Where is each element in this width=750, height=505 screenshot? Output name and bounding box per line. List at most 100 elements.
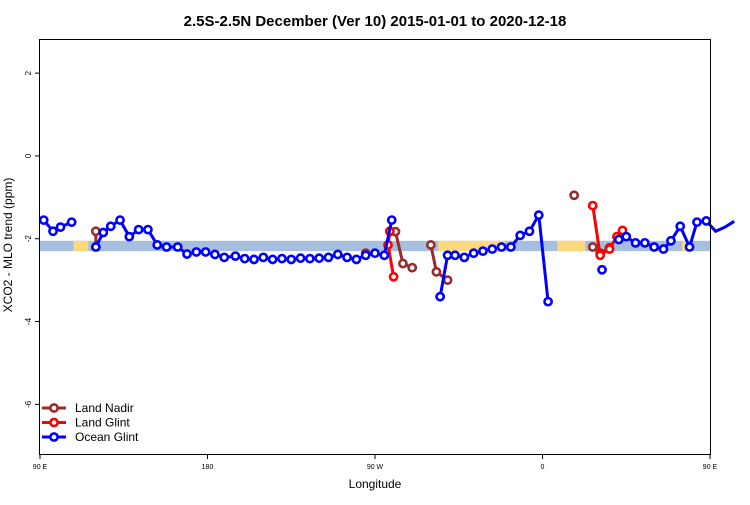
ocean-glint-point xyxy=(182,249,192,259)
ocean-glint-point xyxy=(658,244,669,254)
ocean-glint-point xyxy=(386,215,397,225)
ocean-glint-point xyxy=(239,253,250,264)
ocean-glint-point xyxy=(379,250,390,261)
legend-label-land-nadir: Land Nadir xyxy=(75,401,134,415)
ocean-glint-point xyxy=(597,264,607,275)
ocean-glint-point xyxy=(701,216,712,226)
ocean-glint-point xyxy=(304,253,315,264)
ocean-glint-point xyxy=(90,242,101,252)
ocean-glint-point xyxy=(478,246,488,257)
ocean-glint-point xyxy=(210,249,220,260)
ocean-glint-point xyxy=(98,227,109,238)
ocean-glint-point xyxy=(124,231,135,242)
ocean-glint-point xyxy=(277,253,287,264)
land-glint-point xyxy=(604,244,615,254)
ocean-glint-point xyxy=(487,244,498,254)
y-axis-label: XCO2 - MLO trend (ppm) xyxy=(1,178,15,313)
ocean-glint-point xyxy=(161,242,172,252)
land-band-segment xyxy=(73,240,89,252)
ocean-glint-point xyxy=(468,248,479,259)
legend-marker-land-nadir xyxy=(49,403,59,413)
x-tick-label: 90 W xyxy=(367,464,384,471)
ocean-glint-point xyxy=(533,210,544,221)
land-nadir-point xyxy=(587,242,598,252)
land-glint-point xyxy=(595,250,606,261)
axes: 90 E 180 90 W 0 90 E -6 -4 -2 0 2 xyxy=(24,70,718,471)
ocean-glint-point xyxy=(442,250,453,261)
series-layer xyxy=(38,190,735,307)
y-tick-label: -2 xyxy=(24,235,33,243)
ocean-glint-point xyxy=(459,252,470,263)
ocean-glint-point xyxy=(543,296,553,307)
x-tick-label: 0 xyxy=(541,464,545,471)
ocean-glint-point xyxy=(332,249,343,260)
land-nadir-point xyxy=(90,226,101,237)
legend-label-land-glint: Land Glint xyxy=(75,416,130,430)
land-nadir-point xyxy=(569,190,580,201)
ocean-glint-point xyxy=(496,242,507,252)
land-band-segment xyxy=(557,240,586,252)
ocean-glint-point xyxy=(435,291,446,302)
land-nadir-point xyxy=(425,240,436,250)
ocean-glint-point xyxy=(295,253,306,264)
legend-marker-land-glint xyxy=(49,417,59,428)
land-nadir-point xyxy=(407,262,418,273)
x-axis-label: Longitude xyxy=(349,477,402,491)
ocean-glint-point xyxy=(314,253,325,264)
ocean-glint-point xyxy=(692,217,702,228)
ocean-glint-point xyxy=(323,252,334,263)
land-nadir-point xyxy=(398,258,408,269)
ocean-glint-point xyxy=(152,240,163,250)
ocean-glint-point xyxy=(38,215,49,225)
ocean-glint-point xyxy=(360,250,371,261)
legend-label-ocean-glint: Ocean Glint xyxy=(75,430,139,444)
ocean-glint-point xyxy=(55,222,66,233)
ocean-glint-point xyxy=(450,250,460,261)
land-glint-point xyxy=(587,200,598,211)
ocean-glint-point xyxy=(649,242,660,252)
ocean-glint-point xyxy=(66,217,77,228)
x-tick-label: 180 xyxy=(202,464,214,471)
y-tick-label: -6 xyxy=(24,400,33,408)
ocean-glint-point xyxy=(675,221,686,232)
ocean-glint-point xyxy=(505,242,516,252)
y-tick-label: -4 xyxy=(24,317,33,325)
land-nadir-point xyxy=(431,266,442,277)
ocean-glint-point xyxy=(524,226,535,237)
ocean-glint-point xyxy=(115,215,125,225)
ocean-glint-point xyxy=(143,224,153,235)
ocean-glint-point xyxy=(286,254,297,265)
ocean-band xyxy=(40,240,710,252)
ocean-glint-point xyxy=(172,242,183,252)
ocean-glint-point xyxy=(630,237,641,248)
x-tick-label: 90 E xyxy=(703,464,718,471)
y-tick-label: 0 xyxy=(24,153,33,158)
land-glint-point xyxy=(388,271,399,282)
ocean-glint-point xyxy=(621,231,632,242)
ocean-glint-point xyxy=(105,221,116,232)
ocean-glint-point xyxy=(191,247,202,257)
ocean-glint-point xyxy=(370,248,380,259)
plot-frame xyxy=(39,39,711,455)
chart-title: 2.5S-2.5N December (Ver 10) 2015-01-01 t… xyxy=(184,13,567,30)
ocean-glint-point xyxy=(684,242,695,252)
ocean-glint-point xyxy=(613,234,624,245)
ocean-glint-point xyxy=(351,254,362,265)
ocean-glint-point xyxy=(133,224,144,235)
x-tick-label: 90 E xyxy=(33,464,48,471)
ocean-glint-point xyxy=(230,251,241,262)
ocean-glint-point xyxy=(342,252,352,263)
ocean-glint-point xyxy=(249,254,259,265)
ocean-glint-point xyxy=(200,247,211,257)
legend-marker-ocean-glint xyxy=(49,432,59,442)
ocean-glint-point xyxy=(258,252,269,263)
ocean-glint-point xyxy=(639,237,650,248)
land-band-segment xyxy=(438,240,506,252)
y-tick-label: 2 xyxy=(24,70,33,75)
ocean-glint-point xyxy=(515,230,526,241)
ocean-glint-point xyxy=(666,235,676,246)
ocean-glint-point xyxy=(48,226,58,237)
